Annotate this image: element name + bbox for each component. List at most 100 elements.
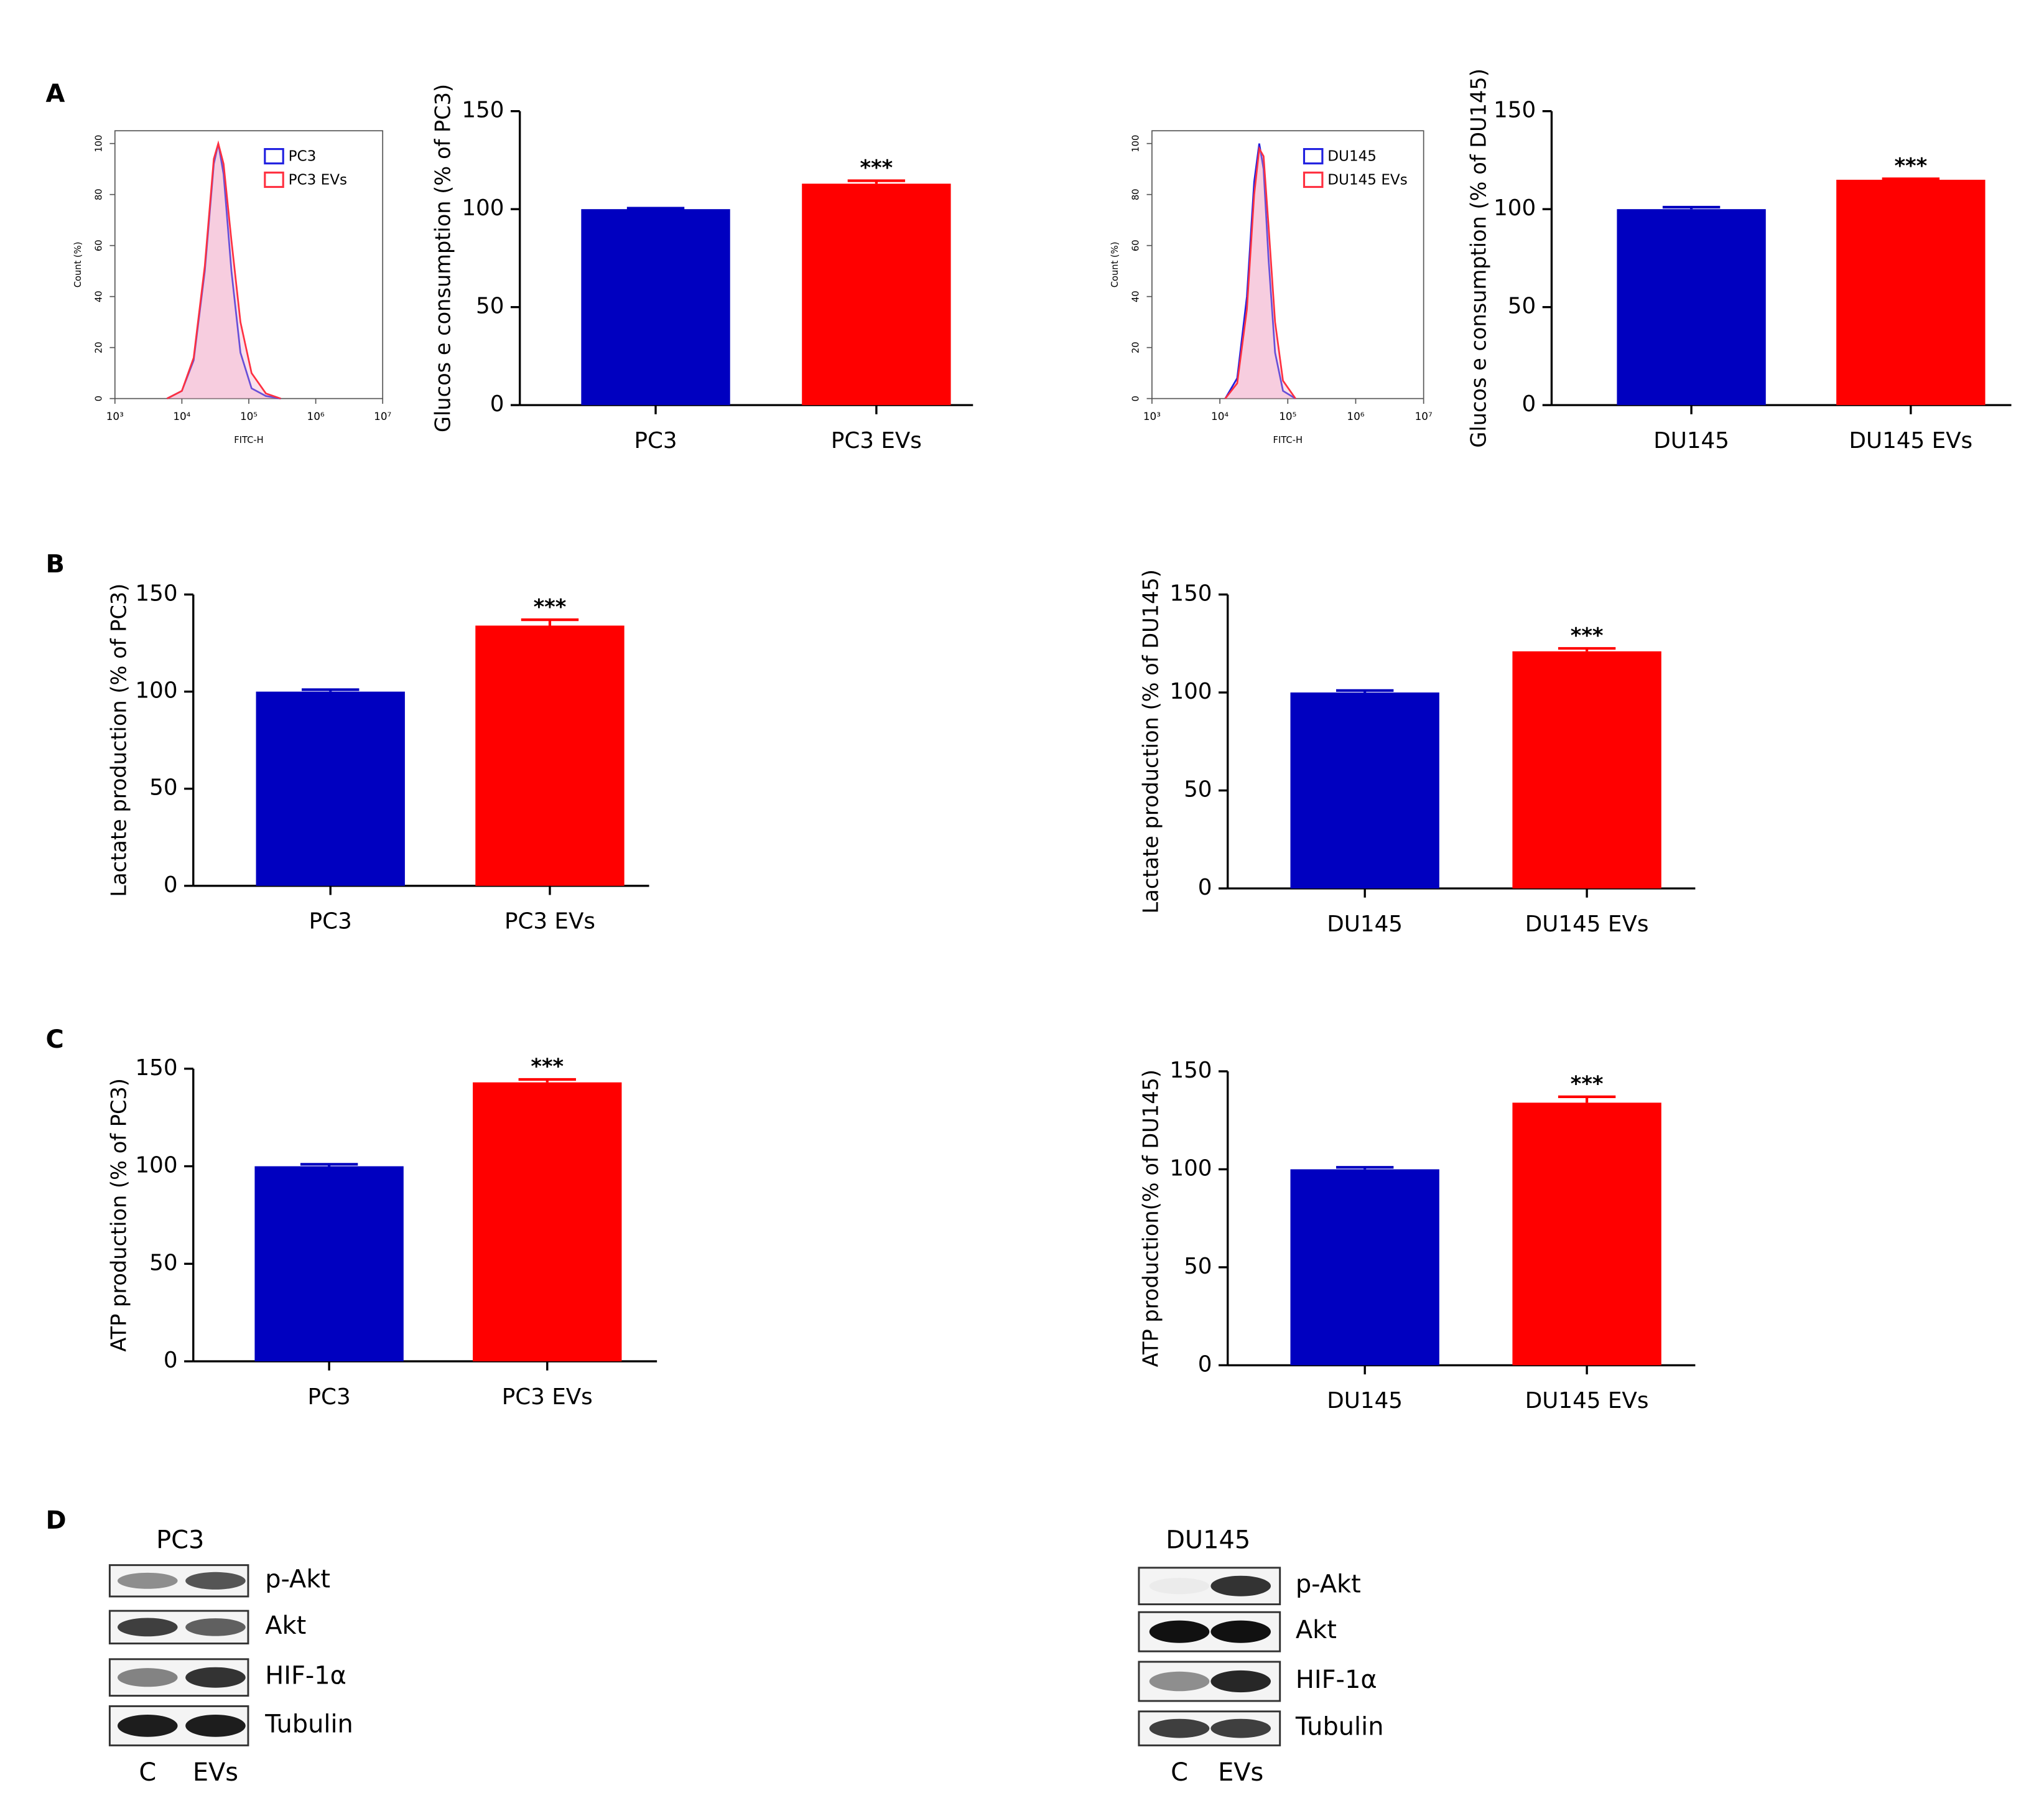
y-tick-label: 60 <box>94 240 105 251</box>
y-tick-label: 20 <box>94 342 105 353</box>
error-bar <box>1558 647 1616 651</box>
x-tick-label: PC3 <box>634 428 677 454</box>
y-tick-label: 0 <box>1522 391 1536 417</box>
y-tick-label: 50 <box>1184 1254 1212 1279</box>
bar <box>1512 1102 1661 1366</box>
y-tick-label: 50 <box>149 775 177 801</box>
x-tick-label: PC3 <box>308 1384 351 1410</box>
y-axis-label: Count (%) <box>1110 242 1120 288</box>
protein-label: HIF-1α <box>265 1662 346 1690</box>
x-tick-label: 10³ <box>106 410 124 422</box>
blot-band <box>117 1572 178 1589</box>
bar <box>802 184 951 406</box>
y-tick-label: 50 <box>149 1250 177 1275</box>
y-tick-label: 150 <box>462 98 504 123</box>
histogram-line <box>1224 146 1296 399</box>
bar <box>254 1166 404 1362</box>
lane-label: EVs <box>193 1758 238 1787</box>
blot-band <box>1149 1620 1210 1643</box>
y-tick-label: 80 <box>94 189 105 200</box>
y-axis-label: Lactate production (% of DU145) <box>1138 569 1163 913</box>
x-tick-label: DU145 <box>1653 428 1729 454</box>
x-tick-label: 10⁶ <box>307 410 325 422</box>
panel-label: B <box>45 550 64 579</box>
blot-band <box>185 1618 246 1636</box>
legend-swatch <box>1303 171 1324 189</box>
legend-swatch <box>264 148 284 165</box>
y-tick-label: 40 <box>94 291 105 302</box>
significance: *** <box>860 156 893 180</box>
protein-label: Tubulin <box>1295 1713 1384 1741</box>
y-tick-label: 150 <box>1494 98 1536 123</box>
bar <box>256 691 405 886</box>
lane-label: C <box>139 1758 156 1787</box>
y-tick-label: 0 <box>164 872 178 898</box>
blot-band <box>1149 1718 1210 1738</box>
x-tick-label: PC3 EVs <box>502 1384 593 1410</box>
y-tick-label: 100 <box>1494 195 1536 221</box>
blot-title: PC3 <box>156 1526 204 1554</box>
blot-band <box>1210 1575 1271 1596</box>
legend-label: DU145 EVs <box>1327 172 1407 188</box>
x-tick-label: 10⁶ <box>1347 410 1364 422</box>
protein-label: p-Akt <box>265 1565 330 1593</box>
blot-band <box>1210 1718 1271 1738</box>
significance: *** <box>531 1055 564 1079</box>
y-tick-label: 50 <box>1184 777 1212 803</box>
error-bar <box>1336 689 1394 693</box>
y-tick-label: 20 <box>1131 342 1141 353</box>
x-tick-label: 10⁵ <box>240 410 258 422</box>
y-tick-label: 0 <box>164 1348 178 1373</box>
y-tick-label: 100 <box>462 195 504 221</box>
blot-band <box>117 1668 178 1687</box>
error-bar <box>1882 177 1940 180</box>
blot-band <box>1149 1671 1210 1692</box>
y-tick-label: 0 <box>1131 396 1141 401</box>
y-axis-label: ATP production (% of PC3) <box>107 1078 131 1352</box>
y-tick-label: 80 <box>1131 189 1141 200</box>
y-tick-label: 100 <box>1169 679 1212 704</box>
y-tick-label: 0 <box>94 396 105 401</box>
y-axis-label: Glucos e consumption (% of DU145) <box>1466 68 1490 448</box>
x-tick-label: 10⁷ <box>374 410 391 422</box>
y-tick-label: 50 <box>1508 294 1536 319</box>
y-tick-label: 150 <box>135 581 177 607</box>
blot-band <box>185 1667 246 1688</box>
error-bar <box>300 1163 358 1167</box>
significance: *** <box>534 595 567 619</box>
legend-label: PC3 EVs <box>289 172 347 188</box>
x-tick-label: 10⁵ <box>1279 410 1296 422</box>
error-bar <box>302 688 360 692</box>
histogram-area <box>167 143 281 399</box>
histogram-area <box>167 143 281 399</box>
y-axis-label: ATP production(% of DU145) <box>1138 1069 1163 1367</box>
y-tick-label: 60 <box>1131 240 1141 251</box>
lane-label: EVs <box>1218 1758 1263 1787</box>
bar <box>1290 692 1439 889</box>
y-tick-label: 0 <box>1198 875 1212 900</box>
bar <box>1617 209 1766 406</box>
x-tick-label: 10⁷ <box>1415 410 1433 422</box>
y-tick-label: 150 <box>1169 581 1212 607</box>
error-bar <box>1558 1095 1616 1103</box>
y-tick-label: 100 <box>135 1153 177 1178</box>
histogram-area <box>1225 148 1296 399</box>
blot-band <box>1210 1620 1271 1643</box>
x-tick-label: DU145 <box>1327 1388 1403 1414</box>
panel-label: D <box>45 1506 66 1535</box>
error-bar <box>1336 1166 1394 1170</box>
x-tick-label: PC3 EVs <box>831 428 922 454</box>
protein-label: Akt <box>1296 1616 1337 1644</box>
x-tick-label: PC3 <box>309 909 352 934</box>
protein-label: Akt <box>265 1611 306 1640</box>
y-tick-label: 100 <box>1131 135 1141 152</box>
panel-label: C <box>45 1025 63 1054</box>
significance: *** <box>1894 154 1927 178</box>
legend-swatch <box>264 171 284 189</box>
bar <box>1512 651 1661 889</box>
y-tick-label: 0 <box>1198 1351 1212 1377</box>
y-tick-label: 150 <box>1169 1058 1212 1083</box>
plot-frame <box>1151 130 1424 399</box>
y-axis-label: Glucos e consumption (% of PC3) <box>430 84 455 432</box>
histogram-line <box>166 140 281 399</box>
